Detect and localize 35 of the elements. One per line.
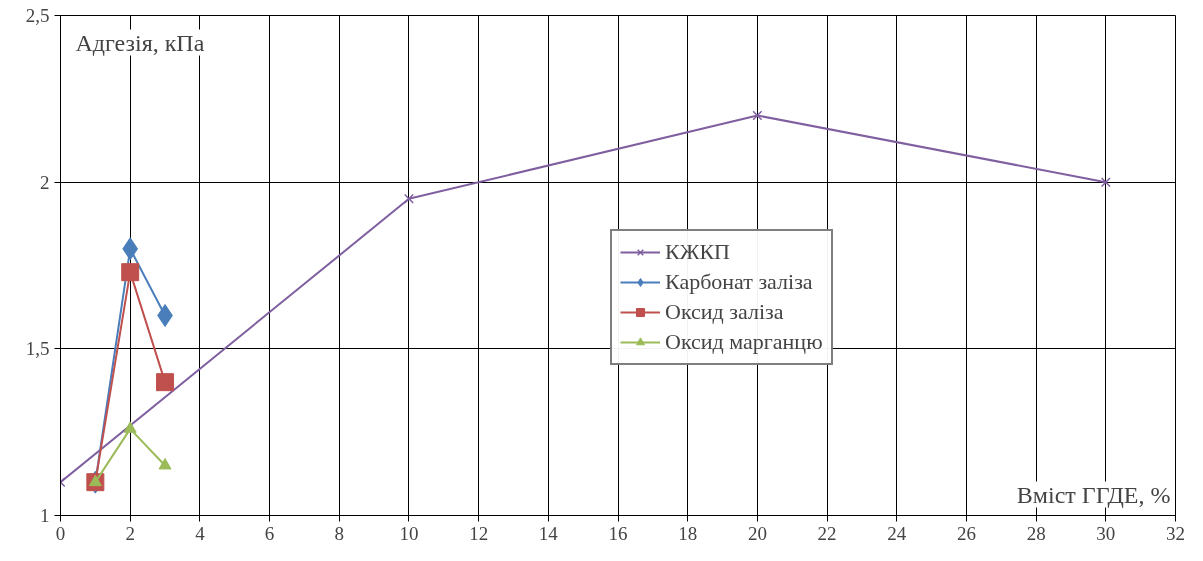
point xyxy=(121,263,140,282)
y-tick-label: 1,5 xyxy=(25,338,50,360)
x-tick-label: 14 xyxy=(538,522,559,544)
legend-label: КЖКП xyxy=(665,239,730,265)
y-tick-label: 1 xyxy=(40,505,50,526)
y-tick-label: 2,5 xyxy=(25,5,50,26)
point xyxy=(403,193,414,204)
x-axis-title: Вміст ГГДЕ, % xyxy=(1016,481,1171,508)
x-tick-label: 24 xyxy=(887,522,907,544)
point xyxy=(156,373,175,392)
x-tick-label: 10 xyxy=(399,522,419,544)
x-tick-label: 26 xyxy=(956,522,976,544)
point xyxy=(1100,177,1111,188)
x-tick-label: 28 xyxy=(1026,522,1046,544)
point xyxy=(122,237,139,261)
y-tick-label: 2 xyxy=(40,171,50,193)
x-tick-label: 16 xyxy=(608,522,628,544)
point xyxy=(158,458,172,470)
x-tick-label: 8 xyxy=(334,522,344,544)
point xyxy=(752,110,763,121)
legend-label: Оксид марганцю xyxy=(665,329,823,355)
x-tick-label: 2 xyxy=(125,522,135,544)
legend-label: Оксид заліза xyxy=(665,299,784,325)
x-tick-label: 20 xyxy=(747,522,767,544)
x-tick-label: 18 xyxy=(678,522,698,544)
point xyxy=(123,421,137,433)
y-axis-title: Адгезія, кПа xyxy=(75,29,205,56)
x-tick-label: 22 xyxy=(817,522,837,544)
x-tick-label: 32 xyxy=(1166,522,1185,544)
x-tick-label: 4 xyxy=(195,522,206,544)
x-tick-label: 6 xyxy=(264,522,275,544)
legend-label: Карбонат заліза xyxy=(665,269,813,295)
x-tick-label: 12 xyxy=(469,522,489,544)
x-tick-label: 30 xyxy=(1096,522,1116,544)
x-tick-label: 0 xyxy=(55,522,66,544)
